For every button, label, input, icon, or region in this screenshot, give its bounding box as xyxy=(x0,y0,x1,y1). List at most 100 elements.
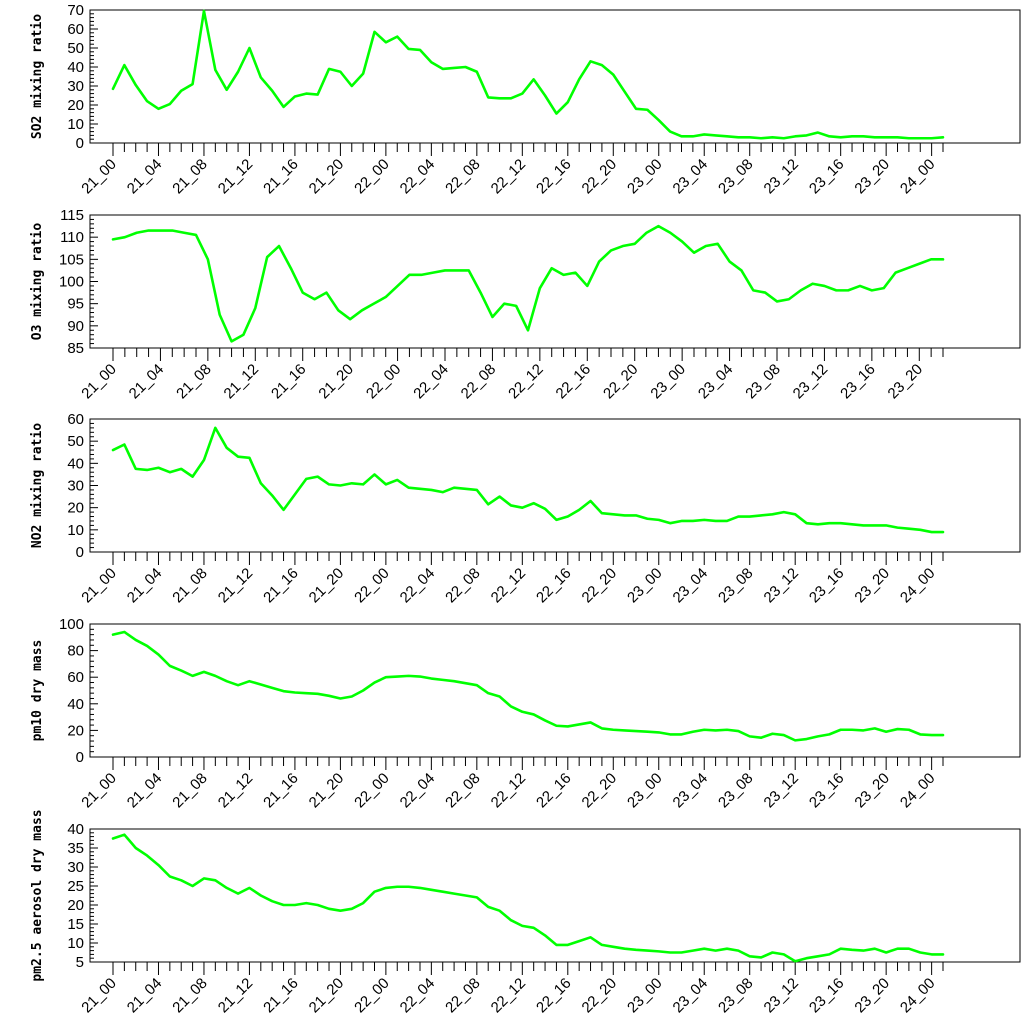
x-tick-label: 22_20 xyxy=(579,565,621,607)
y-tick-label: 20 xyxy=(67,722,84,739)
y-axis-label: pm2.5 aerosol dry mass xyxy=(30,809,45,981)
y-tick-label: 70 xyxy=(67,2,84,19)
x-tick-label: 22_12 xyxy=(488,565,530,607)
x-tick-label: 21_20 xyxy=(306,770,348,812)
x-tick-label: 22_00 xyxy=(351,770,393,812)
x-tick-label: 22_16 xyxy=(533,770,575,812)
x-tick-label: 23_16 xyxy=(837,361,879,403)
y-axis-label: NO2 mixing ratio xyxy=(30,423,45,548)
x-tick-label: 21_08 xyxy=(169,975,211,1017)
y-tick-label: 30 xyxy=(67,859,84,876)
x-tick-label: 22_08 xyxy=(458,361,500,403)
y-tick-label: 100 xyxy=(59,274,84,291)
y-tick-label: 40 xyxy=(67,696,84,713)
x-tick-label: 23_20 xyxy=(851,770,893,812)
x-tick-label: 22_04 xyxy=(410,361,452,403)
x-tick-label: 21_16 xyxy=(260,156,302,198)
x-tick-label: 22_08 xyxy=(442,565,484,607)
x-tick-label: 23_20 xyxy=(851,565,893,607)
x-tick-label: 22_08 xyxy=(442,156,484,198)
x-tick-label: 21_04 xyxy=(126,361,168,403)
x-tick-label: 23_12 xyxy=(760,770,802,812)
x-tick-label: 22_04 xyxy=(397,975,439,1017)
y-tick-label: 15 xyxy=(67,916,84,933)
x-tick-label: 23_20 xyxy=(851,156,893,198)
x-tick-label: 21_08 xyxy=(169,156,211,198)
y-tick-label: 20 xyxy=(67,500,84,517)
x-tick-label: 22_12 xyxy=(488,770,530,812)
y-tick-label: 105 xyxy=(59,251,84,268)
x-tick-label: 23_20 xyxy=(851,975,893,1017)
series-line xyxy=(111,9,945,140)
x-tick-label: 23_00 xyxy=(624,565,666,607)
x-tick-label: 21_20 xyxy=(306,565,348,607)
x-tick-label: 21_12 xyxy=(215,975,257,1017)
x-tick-label: 22_16 xyxy=(553,361,595,403)
x-tick-label: 23_08 xyxy=(715,975,757,1017)
x-tick-label: 23_00 xyxy=(624,975,666,1017)
x-tick-label: 22_20 xyxy=(600,361,642,403)
x-tick-label: 23_00 xyxy=(624,770,666,812)
y-tick-label: 10 xyxy=(67,522,84,539)
x-tick-label: 21_12 xyxy=(221,361,263,403)
x-tick-label: 24_00 xyxy=(897,156,939,198)
x-tick-label: 23_16 xyxy=(806,565,848,607)
x-tick-label: 23_04 xyxy=(670,975,712,1017)
panel-5: 5 10 15 20 25 30 35 40 21_00 21_04 21_08 21_12 21_16… xyxy=(30,809,1021,1017)
x-tick-label: 22_12 xyxy=(488,156,530,198)
x-tick-label: 24_00 xyxy=(897,565,939,607)
plot-frame xyxy=(89,623,1021,758)
series-line xyxy=(111,630,945,742)
x-tick-label: 21_16 xyxy=(260,565,302,607)
x-tick-label: 21_00 xyxy=(78,770,120,812)
x-tick-label: 21_16 xyxy=(260,975,302,1017)
x-tick-label: 23_08 xyxy=(715,156,757,198)
x-tick-label: 21_12 xyxy=(215,770,257,812)
x-tick-label: 22_20 xyxy=(579,975,621,1017)
y-axis-label: O3 mixing ratio xyxy=(30,223,45,341)
y-tick-label: 5 xyxy=(76,954,84,971)
x-tick-label: 22_16 xyxy=(533,156,575,198)
y-axis-label: pm10 dry mass xyxy=(30,640,45,742)
x-tick-label: 21_08 xyxy=(173,361,215,403)
x-tick-label: 23_12 xyxy=(760,156,802,198)
y-tick-label: 60 xyxy=(67,21,84,38)
y-tick-label: 100 xyxy=(59,616,84,633)
x-tick-label: 21_04 xyxy=(124,770,166,812)
x-tick-label: 22_20 xyxy=(579,770,621,812)
x-tick-label: 22_04 xyxy=(397,565,439,607)
y-tick-label: 40 xyxy=(67,455,84,472)
series-line xyxy=(111,426,945,534)
x-tick-label: 21_12 xyxy=(215,156,257,198)
x-tick-label: 22_08 xyxy=(442,975,484,1017)
y-tick-label: 20 xyxy=(67,97,84,114)
x-tick-label: 23_08 xyxy=(715,565,757,607)
x-tick-label: 21_00 xyxy=(78,565,120,607)
y-tick-label: 30 xyxy=(67,78,84,95)
y-tick-label: 80 xyxy=(67,643,84,660)
x-tick-label: 23_00 xyxy=(624,156,666,198)
x-tick-label: 22_16 xyxy=(533,975,575,1017)
x-tick-label: 21_00 xyxy=(78,156,120,198)
y-tick-label: 30 xyxy=(67,478,84,495)
x-tick-label: 23_12 xyxy=(790,361,832,403)
x-tick-label: 22_00 xyxy=(351,975,393,1017)
y-tick-label: 50 xyxy=(67,40,84,57)
y-tick-label: 115 xyxy=(60,207,84,224)
series-line xyxy=(111,224,945,343)
x-tick-label: 23_20 xyxy=(885,361,927,403)
plot-frame xyxy=(89,828,1021,963)
plot-frame xyxy=(89,9,1021,144)
x-tick-label: 23_16 xyxy=(806,770,848,812)
x-tick-label: 23_04 xyxy=(670,770,712,812)
y-tick-label: 110 xyxy=(60,229,84,246)
x-tick-label: 21_08 xyxy=(169,770,211,812)
x-tick-label: 23_12 xyxy=(760,565,802,607)
x-tick-label: 21_20 xyxy=(306,156,348,198)
x-tick-label: 22_04 xyxy=(397,770,439,812)
panel-1: 0 10 20 30 40 50 60 70 21_00 21_04 21_08 21_12 21_16… xyxy=(30,2,1021,198)
x-tick-label: 21_20 xyxy=(315,361,357,403)
x-tick-label: 23_16 xyxy=(806,975,848,1017)
